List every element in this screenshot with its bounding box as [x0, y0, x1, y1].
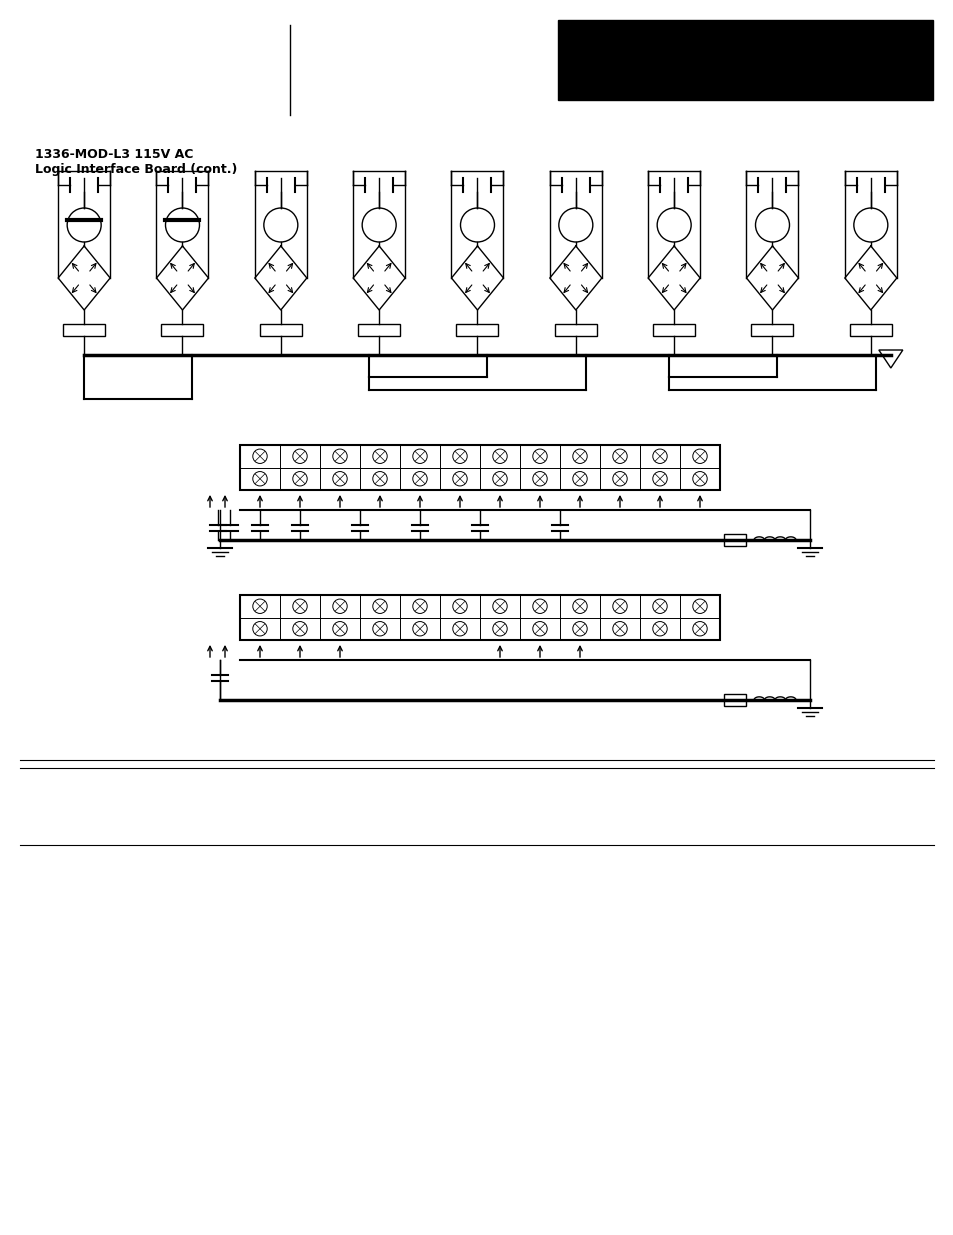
Circle shape [333, 450, 347, 463]
Bar [558, 20, 932, 100]
Circle shape [493, 599, 507, 614]
Circle shape [755, 207, 789, 242]
Circle shape [373, 472, 387, 485]
Circle shape [293, 450, 307, 463]
Circle shape [453, 599, 467, 614]
Circle shape [558, 207, 592, 242]
Bar [653, 324, 695, 336]
Circle shape [612, 450, 626, 463]
Circle shape [612, 599, 626, 614]
Circle shape [572, 450, 587, 463]
Circle shape [333, 621, 347, 636]
Circle shape [253, 599, 267, 614]
Circle shape [532, 450, 547, 463]
Bar [849, 324, 891, 336]
Circle shape [572, 472, 587, 485]
Bar [723, 694, 745, 706]
Circle shape [657, 207, 690, 242]
Bar [456, 324, 498, 336]
Circle shape [652, 621, 666, 636]
Circle shape [692, 621, 706, 636]
Circle shape [253, 472, 267, 485]
Circle shape [293, 621, 307, 636]
Bar [240, 445, 720, 490]
Circle shape [493, 450, 507, 463]
Circle shape [253, 621, 267, 636]
Circle shape [532, 599, 547, 614]
Circle shape [652, 599, 666, 614]
Circle shape [460, 207, 494, 242]
Text: 1336-MOD-L3 115V AC: 1336-MOD-L3 115V AC [35, 148, 193, 161]
Circle shape [362, 207, 395, 242]
Circle shape [853, 207, 887, 242]
Circle shape [453, 621, 467, 636]
Bar [63, 324, 105, 336]
Circle shape [373, 450, 387, 463]
Circle shape [692, 599, 706, 614]
Circle shape [453, 472, 467, 485]
Circle shape [532, 472, 547, 485]
Circle shape [413, 472, 427, 485]
Circle shape [253, 450, 267, 463]
Circle shape [652, 450, 666, 463]
Circle shape [612, 472, 626, 485]
Circle shape [612, 621, 626, 636]
Circle shape [572, 599, 587, 614]
Circle shape [413, 621, 427, 636]
Bar [723, 534, 745, 546]
Circle shape [413, 599, 427, 614]
Bar [161, 324, 203, 336]
Bar [555, 324, 597, 336]
Circle shape [293, 599, 307, 614]
Circle shape [692, 472, 706, 485]
Circle shape [165, 207, 199, 242]
Bar [751, 324, 793, 336]
Bar [259, 324, 301, 336]
Circle shape [333, 472, 347, 485]
Circle shape [493, 621, 507, 636]
Circle shape [493, 472, 507, 485]
Circle shape [572, 621, 587, 636]
Circle shape [652, 472, 666, 485]
Circle shape [692, 450, 706, 463]
Bar [357, 324, 399, 336]
Text: Logic Interface Board (cont.): Logic Interface Board (cont.) [35, 163, 237, 177]
Circle shape [333, 599, 347, 614]
Circle shape [413, 450, 427, 463]
Circle shape [453, 450, 467, 463]
Circle shape [532, 621, 547, 636]
Circle shape [373, 621, 387, 636]
Circle shape [293, 472, 307, 485]
Circle shape [67, 207, 101, 242]
Circle shape [264, 207, 297, 242]
Bar [240, 595, 720, 640]
Circle shape [373, 599, 387, 614]
